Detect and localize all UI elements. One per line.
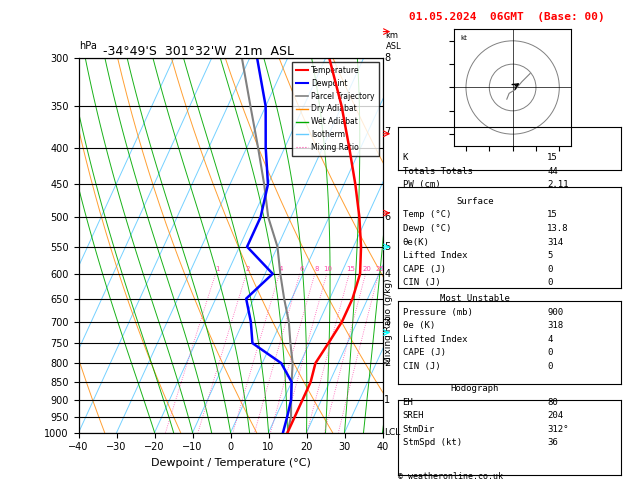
Text: 318: 318 [547,321,564,330]
Text: 8: 8 [384,53,391,63]
Text: 25: 25 [376,265,384,272]
Text: 312°: 312° [547,425,569,434]
Text: 900: 900 [547,308,564,317]
Text: 1: 1 [384,395,391,405]
Text: Lifted Index: Lifted Index [403,251,467,260]
Text: © weatheronline.co.uk: © weatheronline.co.uk [398,472,503,481]
Legend: Temperature, Dewpoint, Parcel Trajectory, Dry Adiabat, Wet Adiabat, Isotherm, Mi: Temperature, Dewpoint, Parcel Trajectory… [292,62,379,156]
Text: 0: 0 [547,265,553,274]
Text: StmDir: StmDir [403,425,435,434]
Text: 0: 0 [547,278,553,288]
Text: Surface: Surface [456,197,494,206]
Text: 13.8: 13.8 [547,224,569,233]
Text: 7: 7 [384,127,391,137]
Text: 5: 5 [547,251,553,260]
Text: hPa: hPa [79,41,96,51]
Text: 15: 15 [547,153,558,162]
Text: 4: 4 [279,265,283,272]
Text: Dewp (°C): Dewp (°C) [403,224,451,233]
Text: 204: 204 [547,411,564,420]
X-axis label: Dewpoint / Temperature (°C): Dewpoint / Temperature (°C) [150,458,311,468]
Text: Hodograph: Hodograph [451,384,499,393]
Text: 1: 1 [215,265,220,272]
Text: θe (K): θe (K) [403,321,435,330]
Text: CIN (J): CIN (J) [403,278,440,288]
Text: 0: 0 [547,348,553,358]
Text: K: K [403,153,408,162]
Text: StmSpd (kt): StmSpd (kt) [403,438,462,448]
Text: 4: 4 [384,269,391,279]
Text: 3: 3 [384,317,391,327]
Text: 2.11: 2.11 [547,180,569,190]
Text: -34°49'S  301°32'W  21m  ASL: -34°49'S 301°32'W 21m ASL [103,45,294,58]
Text: km
ASL: km ASL [386,32,401,51]
Text: SREH: SREH [403,411,424,420]
Text: 01.05.2024  06GMT  (Base: 00): 01.05.2024 06GMT (Base: 00) [409,12,604,22]
Text: 36: 36 [547,438,558,448]
Text: 314: 314 [547,238,564,247]
Text: 80: 80 [547,398,558,407]
Text: 15: 15 [547,210,558,220]
Text: CAPE (J): CAPE (J) [403,348,445,358]
Text: LCL: LCL [384,428,401,437]
Text: Pressure (mb): Pressure (mb) [403,308,472,317]
Text: 4: 4 [547,335,553,344]
Text: 6: 6 [299,265,304,272]
Text: Temp (°C): Temp (°C) [403,210,451,220]
Text: 44: 44 [547,167,558,176]
Text: Mixing Ratio (g/kg): Mixing Ratio (g/kg) [384,279,393,364]
Text: CAPE (J): CAPE (J) [403,265,445,274]
Text: 15: 15 [346,265,355,272]
Text: 20: 20 [362,265,371,272]
Text: 2: 2 [384,358,391,368]
Text: Lifted Index: Lifted Index [403,335,467,344]
Text: 2: 2 [246,265,250,272]
Text: Most Unstable: Most Unstable [440,294,510,303]
Text: 0: 0 [547,362,553,371]
Text: 10: 10 [324,265,333,272]
Text: 5: 5 [384,242,391,252]
Text: CIN (J): CIN (J) [403,362,440,371]
Text: 8: 8 [314,265,318,272]
Text: EH: EH [403,398,413,407]
Text: 6: 6 [384,212,391,222]
Text: kt: kt [460,35,467,41]
Text: PW (cm): PW (cm) [403,180,440,190]
Text: Totals Totals: Totals Totals [403,167,472,176]
Text: θe(K): θe(K) [403,238,430,247]
